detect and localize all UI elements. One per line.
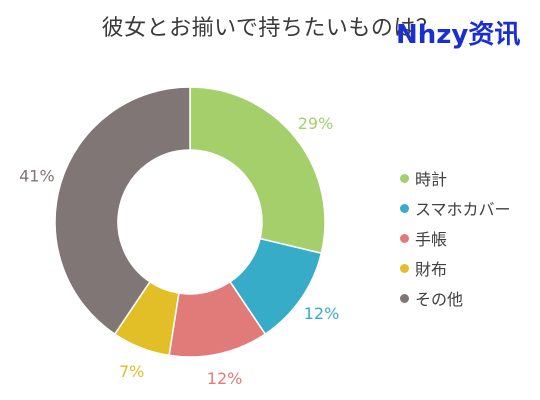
data-label-3: 12% [207, 369, 243, 388]
legend-label: その他 [415, 286, 463, 310]
legend-label: スマホカバー [415, 196, 511, 220]
legend-label: 時計 [415, 166, 447, 190]
chart-legend: 時計スマホカバー 手帳財布その他 [400, 166, 511, 310]
legend-item-3: 手帳 [400, 226, 511, 250]
legend-label: 手帳 [415, 226, 447, 250]
data-label-1: 29% [298, 114, 334, 133]
legend-item-4: 財布 [400, 256, 511, 280]
legend-marker-icon [400, 234, 409, 243]
legend-item-1: 時計 [400, 166, 511, 190]
legend-marker-icon [400, 204, 409, 213]
donut-slice-1 [190, 87, 325, 253]
data-label-2: 12% [304, 304, 340, 323]
legend-label: 財布 [415, 256, 447, 280]
legend-item-5: その他 [400, 286, 511, 310]
data-label-5: 41% [19, 166, 55, 185]
legend-marker-icon [400, 294, 409, 303]
data-label-4: 7% [119, 362, 144, 381]
legend-item-2: スマホカバー [400, 196, 511, 220]
legend-marker-icon [400, 264, 409, 273]
legend-marker-icon [400, 174, 409, 183]
